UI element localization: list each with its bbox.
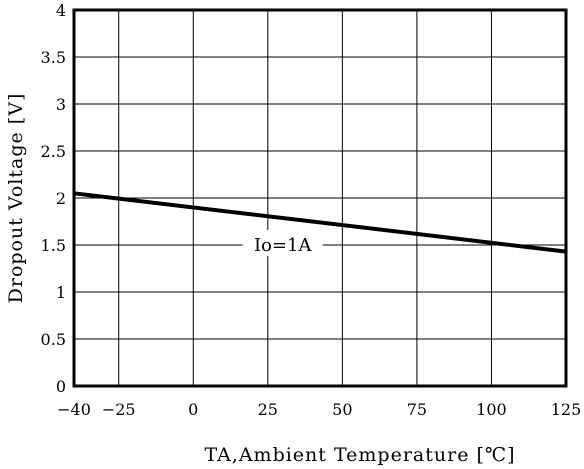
y-tick-label: 4: [56, 1, 66, 20]
x-tick-label: −40: [57, 400, 91, 419]
series-line: [73, 191, 567, 254]
y-tick-label: 0: [56, 377, 66, 396]
x-tick-label: 25: [258, 400, 278, 419]
x-axis-label: TA,Ambient Temperature [℃]: [204, 444, 515, 466]
x-tick-label: 75: [407, 400, 427, 419]
annotations: Io=1A: [242, 230, 323, 257]
y-axis-label: Dropout Voltage [V]: [5, 93, 27, 304]
series-layer: [73, 191, 567, 254]
x-tick-labels: −40 −25 0 25 50 75 100 125: [57, 400, 581, 419]
y-tick-label: 1.5: [41, 236, 66, 255]
annotation-background: [242, 230, 323, 257]
y-tick-label: 1: [56, 283, 66, 302]
x-tick-label: 100: [476, 400, 507, 419]
plot-frame: [72, 8, 568, 388]
y-tick-label: 3: [56, 95, 66, 114]
grid: [73, 9, 567, 387]
annotation-label: Io=1A: [254, 235, 312, 256]
x-tick-label: 125: [551, 400, 582, 419]
x-tick-label: 50: [332, 400, 352, 419]
y-tick-labels: 0 0.5 1 1.5 2 2.5 3 3.5 4: [41, 1, 66, 396]
y-tick-label: 2: [56, 189, 66, 208]
y-tick-label: 0.5: [41, 330, 66, 349]
x-tick-label: −25: [102, 400, 136, 419]
y-tick-label: 3.5: [41, 48, 66, 67]
y-tick-label: 2.5: [41, 142, 66, 161]
x-tick-label: 0: [188, 400, 198, 419]
